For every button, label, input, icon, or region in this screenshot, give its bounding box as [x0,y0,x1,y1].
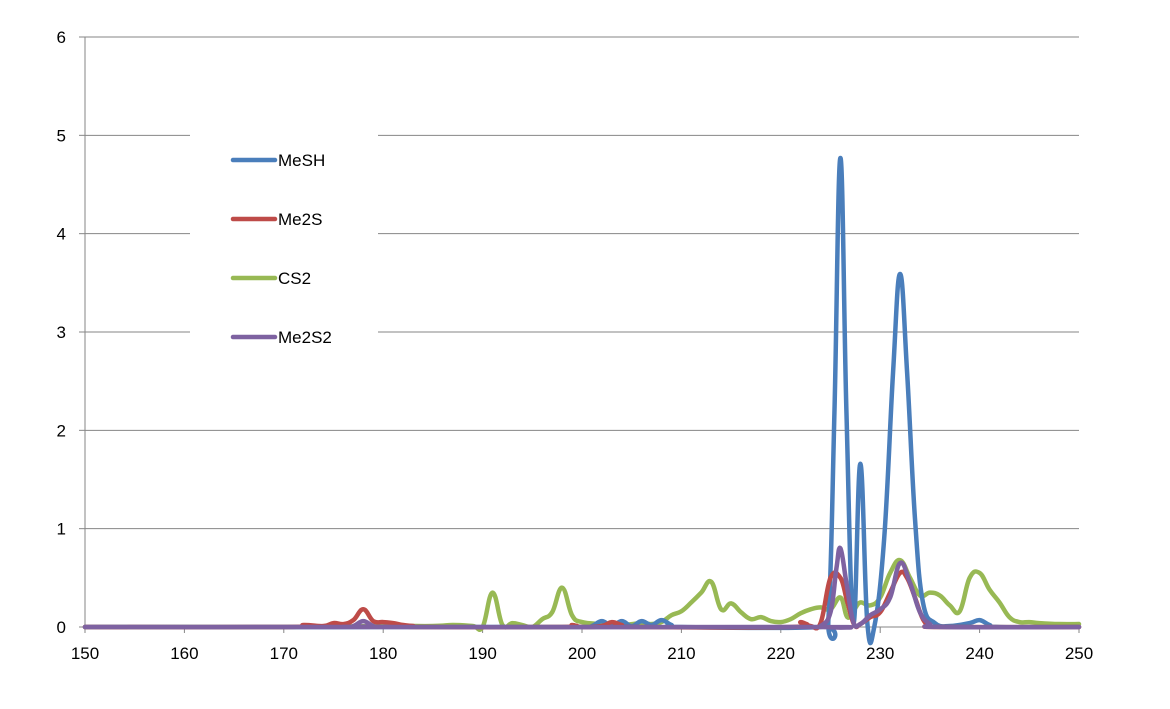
legend-box [190,128,378,360]
x-tick-label: 250 [1065,644,1093,663]
y-tick-labels: 0 1 2 3 4 5 6 [57,28,66,637]
x-tick-label: 170 [270,644,298,663]
y-tick-label: 6 [57,28,66,47]
series-lines [82,155,1082,646]
legend-label-me2s: Me2S [278,210,322,229]
legend-label-cs2: CS2 [278,269,311,288]
y-tick-label: 3 [57,323,66,342]
x-tick-label: 200 [568,644,596,663]
series-line-mesh [82,155,1082,646]
x-tick-label: 150 [71,644,99,663]
x-tick-label: 220 [767,644,795,663]
legend-label-mesh: MeSH [278,151,325,170]
x-tick-label: 240 [965,644,993,663]
x-tick-label: 160 [170,644,198,663]
x-tick-label: 210 [667,644,695,663]
legend-label-me2s2: Me2S2 [278,328,332,347]
x-tick-label: 180 [369,644,397,663]
x-tick-label: 230 [866,644,894,663]
y-tick-label: 5 [57,126,66,145]
x-tick-label: 190 [468,644,496,663]
y-tick-label: 4 [57,225,66,244]
y-tick-label: 0 [57,618,66,637]
legend: MeSH Me2S CS2 Me2S2 [190,128,378,360]
series-line-cs2 [82,557,1082,632]
y-tick-label: 1 [57,520,66,539]
y-tick-label: 2 [57,421,66,440]
series-line-me2s2 [82,545,1082,630]
x-tick-labels: 150 160 170 180 190 200 210 220 230 240 250 [71,644,1093,663]
